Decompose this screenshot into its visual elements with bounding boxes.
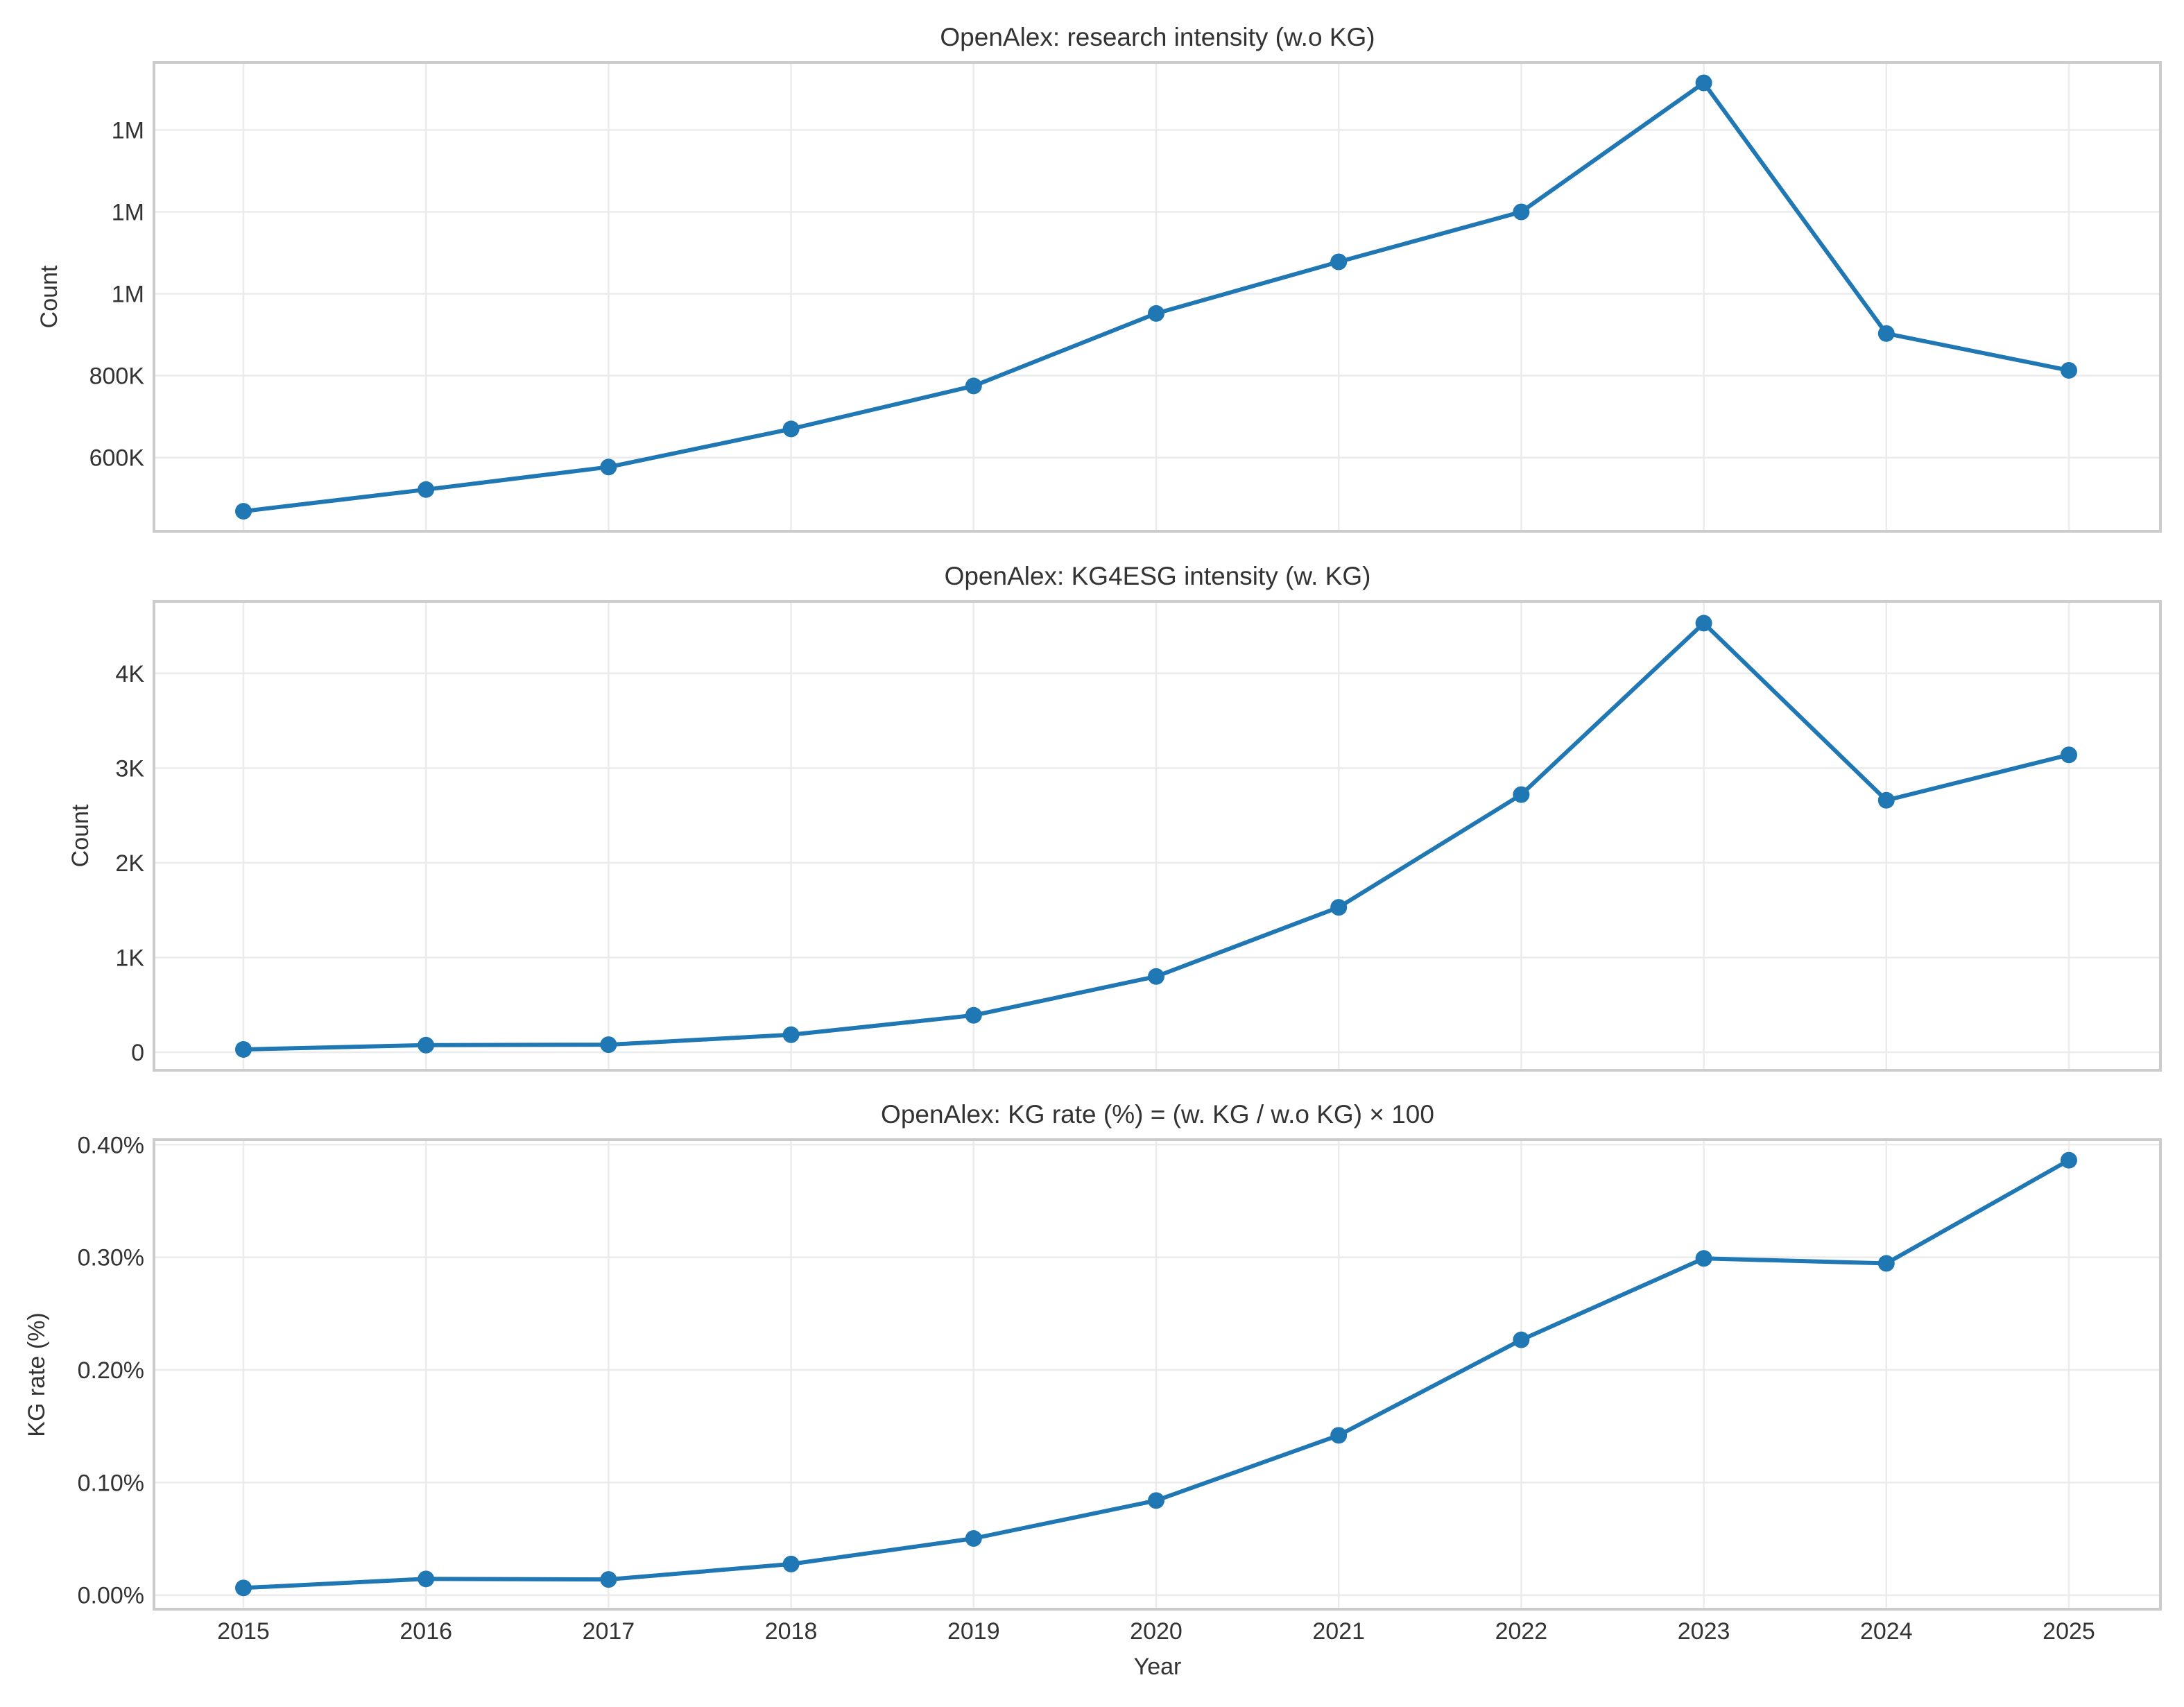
x-tick-label: 2015 bbox=[217, 1618, 270, 1645]
y-tick-label: 800K bbox=[89, 363, 145, 390]
data-point bbox=[1877, 791, 1895, 809]
data-point bbox=[1330, 1427, 1348, 1444]
panel-3-xlabel: Year bbox=[1134, 1654, 1182, 1680]
panel-2: OpenAlex: KG4ESG intensity (w. KG) Count… bbox=[67, 562, 2162, 1072]
data-point bbox=[600, 1036, 617, 1054]
data-point bbox=[1877, 325, 1895, 342]
y-tick-label: 3K bbox=[115, 755, 144, 782]
panel-3-title: OpenAlex: KG rate (%) = (w. KG / w.o KG)… bbox=[881, 1100, 1434, 1129]
data-point bbox=[1695, 1250, 1712, 1267]
panel-1-ylabel: Count bbox=[36, 265, 62, 328]
panel-2-title: OpenAlex: KG4ESG intensity (w. KG) bbox=[945, 562, 1371, 590]
data-point bbox=[1513, 786, 1530, 803]
data-point bbox=[1877, 1255, 1895, 1272]
data-point bbox=[235, 503, 252, 520]
panel-3-ylabel: KG rate (%) bbox=[24, 1312, 50, 1436]
y-tick-label: 0.00% bbox=[78, 1583, 144, 1609]
x-tick-label: 2017 bbox=[583, 1618, 635, 1645]
data-point bbox=[1513, 203, 1530, 221]
data-point bbox=[418, 1036, 435, 1054]
data-point bbox=[1148, 304, 1164, 322]
y-tick-label: 0.20% bbox=[78, 1357, 144, 1384]
y-tick-label: 0.40% bbox=[78, 1132, 144, 1158]
x-tick-label: 2020 bbox=[1130, 1618, 1183, 1645]
x-tick-label: 2016 bbox=[399, 1618, 452, 1645]
x-tick-label: 2022 bbox=[1495, 1618, 1548, 1645]
y-tick-label: 1M bbox=[112, 117, 144, 144]
data-point bbox=[235, 1579, 252, 1597]
panel-1-title: OpenAlex: research intensity (w.o KG) bbox=[940, 23, 1375, 51]
data-point bbox=[782, 1555, 800, 1572]
data-point bbox=[1513, 1331, 1530, 1348]
plot-frame bbox=[153, 600, 2162, 1072]
data-point bbox=[965, 1006, 982, 1024]
x-tick-label: 2024 bbox=[1860, 1618, 1913, 1645]
x-tick-label: 2023 bbox=[1678, 1618, 1730, 1645]
x-tick-label: 2018 bbox=[765, 1618, 818, 1645]
y-tick-label: 2K bbox=[115, 850, 144, 877]
data-point bbox=[1695, 615, 1712, 632]
y-tick-label: 4K bbox=[115, 661, 144, 687]
y-tick-label: 600K bbox=[89, 445, 145, 472]
data-point bbox=[2061, 746, 2077, 764]
y-tick-label: 0.10% bbox=[78, 1470, 144, 1496]
data-point bbox=[1695, 74, 1712, 92]
y-tick-label: 0.30% bbox=[78, 1245, 144, 1271]
data-point bbox=[1148, 968, 1164, 985]
plot-frame bbox=[153, 1138, 2162, 1611]
panel-1-plot: 600K 800K 1M 1M 1M bbox=[89, 61, 2162, 533]
y-tick-label: 1M bbox=[112, 199, 144, 225]
data-point bbox=[1148, 1492, 1164, 1509]
data-point bbox=[418, 481, 435, 498]
x-tick-label: 2025 bbox=[2043, 1618, 2095, 1645]
panel-1: OpenAlex: research intensity (w.o KG) Co… bbox=[36, 23, 2162, 533]
plot-frame bbox=[153, 61, 2162, 533]
panel-2-plot: 0 1K 2K 3K 4K bbox=[115, 600, 2162, 1072]
data-point bbox=[2061, 361, 2077, 379]
panel-2-ylabel: Count bbox=[67, 804, 94, 867]
x-tick-label: 2021 bbox=[1312, 1618, 1365, 1645]
data-point bbox=[1330, 253, 1348, 271]
x-tick-label: 2019 bbox=[947, 1618, 1000, 1645]
data-point bbox=[418, 1570, 435, 1588]
data-point bbox=[600, 458, 617, 476]
y-tick-label: 0 bbox=[131, 1040, 144, 1066]
y-tick-label: 1K bbox=[115, 945, 144, 971]
panel-3-plot: 0.00% 0.10% 0.20% 0.30% 0.40% 2015 2016 2017 201… bbox=[78, 1132, 2162, 1645]
data-point bbox=[782, 1026, 800, 1043]
data-point bbox=[1330, 899, 1348, 916]
data-point bbox=[965, 377, 982, 395]
panel-3: OpenAlex: KG rate (%) = (w. KG / w.o KG)… bbox=[24, 1100, 2162, 1680]
data-point bbox=[782, 420, 800, 438]
data-point bbox=[600, 1571, 617, 1588]
data-point bbox=[2061, 1151, 2077, 1169]
y-tick-label: 1M bbox=[112, 282, 144, 308]
data-point bbox=[965, 1530, 982, 1547]
data-point bbox=[235, 1040, 252, 1058]
